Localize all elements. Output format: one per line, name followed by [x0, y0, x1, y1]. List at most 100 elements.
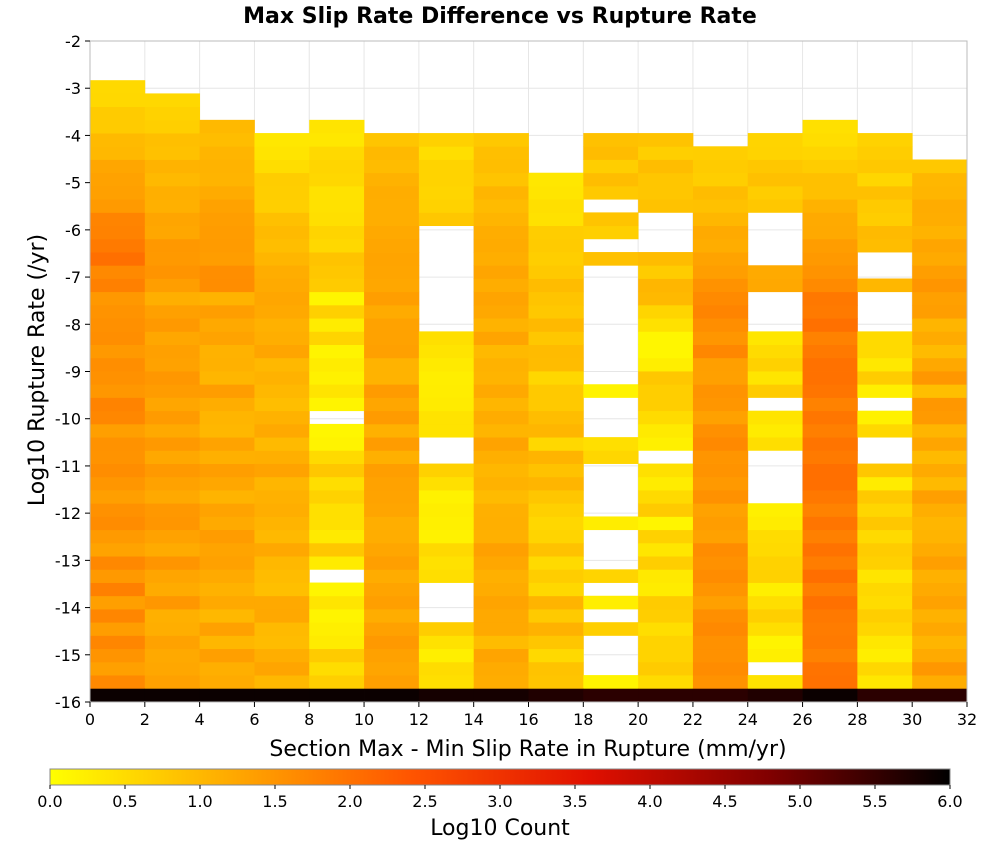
- heatmap-cell: [199, 172, 255, 187]
- heatmap-cell: [528, 291, 584, 306]
- heatmap-cell: [857, 423, 913, 438]
- heatmap-cell: [199, 556, 255, 570]
- heatmap-cell: [912, 450, 968, 464]
- heatmap-cell: [309, 582, 365, 597]
- heatmap-cell: [802, 635, 858, 650]
- heatmap-cell: [144, 463, 201, 478]
- heatmap-cell: [638, 556, 694, 570]
- heatmap-cell: [144, 410, 201, 425]
- heatmap-cell: [90, 106, 146, 121]
- heatmap-cell: [199, 331, 255, 345]
- heatmap-cell: [144, 119, 201, 134]
- heatmap-cell: [254, 582, 310, 597]
- heatmap-cell: [418, 529, 475, 544]
- heatmap-cell: [912, 635, 968, 650]
- heatmap-cell: [254, 675, 310, 689]
- heatmap-cell: [199, 437, 255, 451]
- heatmap-cell: [638, 384, 694, 398]
- y-tick-label: -13: [55, 551, 81, 570]
- heatmap-cell: [364, 661, 420, 676]
- heatmap-cell: [364, 450, 420, 464]
- heatmap-cell: [144, 265, 201, 279]
- heatmap-cell: [692, 608, 749, 623]
- heatmap-cell: [802, 331, 858, 345]
- heatmap-cell: [802, 212, 858, 227]
- heatmap-cell: [802, 556, 858, 570]
- heatmap-cell: [473, 529, 529, 544]
- heatmap-cell: [747, 146, 803, 160]
- heatmap-cell: [747, 133, 803, 147]
- heatmap-cell: [802, 199, 858, 213]
- heatmap-cell: [692, 199, 749, 213]
- heatmap-cell: [364, 516, 420, 531]
- heatmap-cell: [638, 661, 694, 676]
- heatmap-cell: [309, 318, 365, 332]
- heatmap-cell: [638, 423, 694, 438]
- x-tick-label: 18: [573, 710, 593, 729]
- heatmap-cell: [418, 675, 475, 689]
- heatmap-cell: [802, 529, 858, 544]
- heatmap-cell: [802, 516, 858, 531]
- heatmap-cell: [90, 661, 146, 676]
- heatmap-cell: [583, 569, 639, 583]
- heatmap-cell: [747, 688, 803, 702]
- heatmap-cell: [473, 238, 529, 253]
- heatmap-cell: [692, 212, 749, 227]
- heatmap-cell: [802, 463, 858, 478]
- heatmap-cell: [418, 185, 475, 200]
- heatmap-cell: [199, 225, 255, 240]
- heatmap-cell: [528, 357, 584, 372]
- heatmap-cell: [364, 344, 420, 359]
- heatmap-cell: [747, 622, 803, 636]
- heatmap-cell: [802, 225, 858, 240]
- heatmap-cell: [528, 608, 584, 623]
- heatmap-cell: [747, 556, 803, 570]
- heatmap-cell: [528, 688, 584, 702]
- x-tick-label: 26: [792, 710, 812, 729]
- heatmap-cell: [802, 133, 858, 147]
- colorbar-label: Log10 Count: [430, 816, 570, 841]
- heatmap-cell: [473, 410, 529, 425]
- heatmap-cell: [857, 278, 913, 293]
- heatmap-cell: [309, 278, 365, 293]
- heatmap-cell: [364, 172, 420, 187]
- heatmap-cell: [309, 133, 365, 147]
- heatmap-cell: [364, 371, 420, 385]
- heatmap-cell: [309, 490, 365, 504]
- heatmap-cell: [90, 133, 146, 147]
- heatmap-cell: [747, 159, 803, 174]
- heatmap-cell: [528, 595, 584, 610]
- heatmap-cell: [747, 542, 803, 557]
- heatmap-cell: [912, 304, 968, 319]
- heatmap-cell: [912, 331, 968, 345]
- heatmap-cell: [912, 529, 968, 544]
- heatmap-cell: [638, 199, 694, 213]
- heatmap-cell: [144, 569, 201, 583]
- heatmap-cell: [528, 185, 584, 200]
- heatmap-cell: [90, 569, 146, 583]
- heatmap-cell: [364, 595, 420, 610]
- heatmap-cell: [473, 384, 529, 398]
- heatmap-cell: [144, 516, 201, 531]
- heatmap-cell: [912, 622, 968, 636]
- heatmap-cell: [199, 397, 255, 412]
- heatmap-cell: [254, 635, 310, 650]
- heatmap-cell: [199, 252, 255, 266]
- heatmap-cell: [309, 437, 365, 451]
- heatmap-cell: [418, 146, 475, 160]
- heatmap-cell: [857, 556, 913, 570]
- heatmap-cell: [418, 635, 475, 650]
- heatmap-cell: [199, 622, 255, 636]
- heatmap-cell: [638, 159, 694, 174]
- heatmap-cell: [692, 225, 749, 240]
- heatmap-cell: [912, 291, 968, 306]
- heatmap-cell: [747, 437, 803, 451]
- heatmap-cell: [309, 238, 365, 253]
- heatmap-cell: [309, 304, 365, 319]
- heatmap-cell: [528, 635, 584, 650]
- heatmap-cell: [912, 490, 968, 504]
- heatmap-cell: [528, 450, 584, 464]
- heatmap-cell: [473, 688, 529, 702]
- heatmap-cell: [144, 159, 201, 174]
- heatmap-cell: [912, 199, 968, 213]
